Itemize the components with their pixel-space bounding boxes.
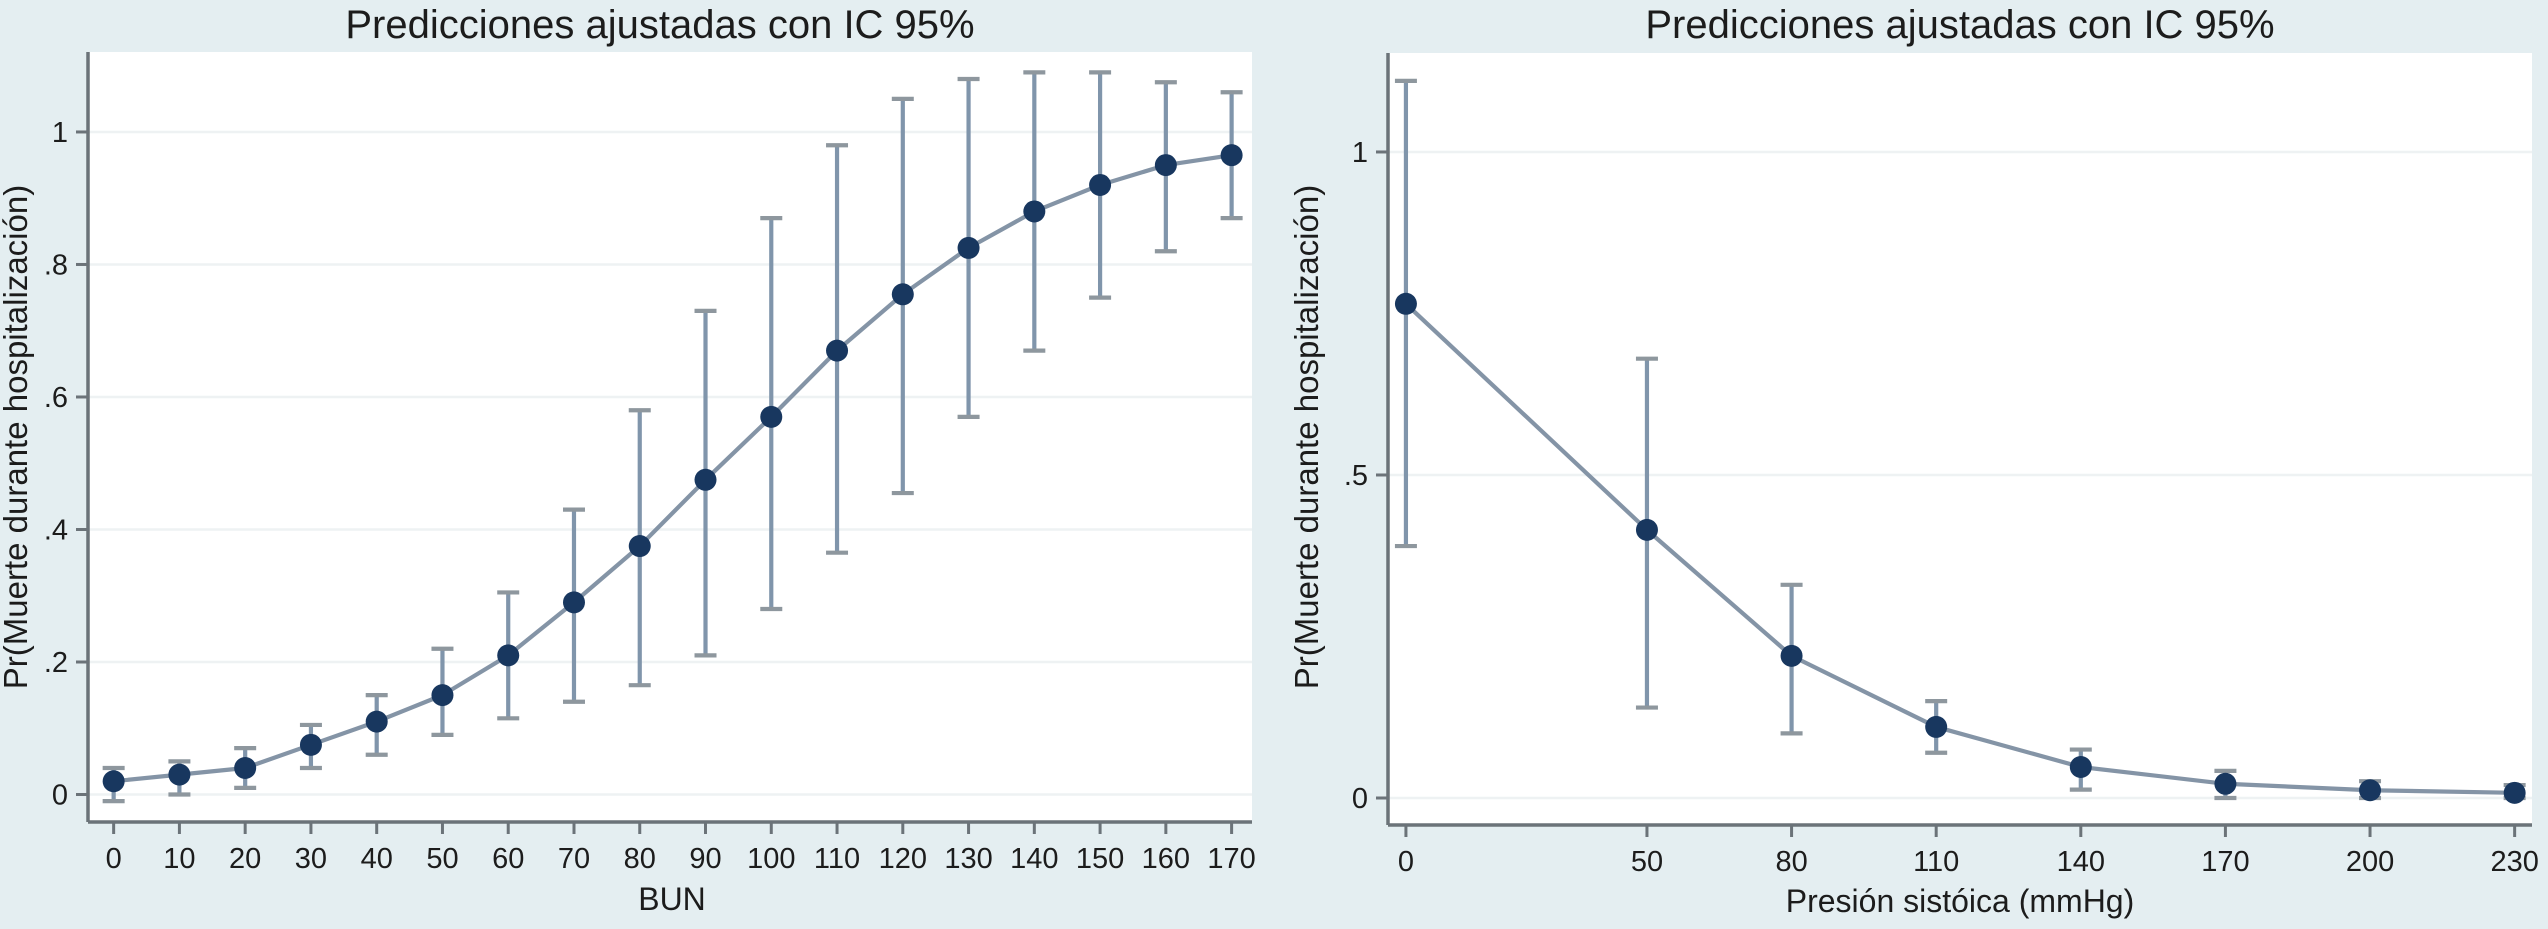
- y-tick-label: 1: [1352, 137, 1368, 169]
- x-tick-label: 80: [624, 843, 656, 875]
- x-axis-label: BUN: [638, 881, 706, 917]
- plot-area: [88, 52, 1252, 822]
- x-axis-label: Presión sistóica (mmHg): [1786, 883, 2135, 919]
- data-point: [1394, 292, 1417, 315]
- tick-labels: 0 50 80 110 140 170 200 230 0 .5 1: [1344, 137, 2539, 878]
- x-tick-label: 230: [2490, 846, 2538, 878]
- data-point: [760, 405, 783, 428]
- data-point: [168, 763, 191, 786]
- data-point: [826, 339, 849, 362]
- x-tick-label: 10: [163, 843, 195, 875]
- gridlines: [88, 130, 1252, 796]
- x-tick-label: 160: [1142, 843, 1190, 875]
- data-point: [1154, 154, 1177, 177]
- x-tick-label: 0: [106, 843, 122, 875]
- markers: [102, 144, 1243, 793]
- data-point: [234, 757, 257, 780]
- data-point: [2214, 772, 2237, 795]
- x-tick-label: 50: [1631, 846, 1663, 878]
- x-tick-label: 110: [814, 843, 860, 875]
- markers: [1394, 292, 2526, 804]
- data-point: [694, 468, 717, 491]
- y-tick-label: 1: [52, 117, 68, 149]
- data-point: [891, 283, 914, 306]
- data-point: [2503, 781, 2526, 804]
- x-tick-label: 70: [558, 843, 590, 875]
- x-tick-label: 30: [295, 843, 327, 875]
- y-axis-label: Pr(Muerte durante hospitalización): [1288, 185, 1325, 689]
- right-chart: 0 50 80 110 140 170 200 230 0 .5 1 Predicciones aj…: [1288, 3, 2539, 919]
- y-tick-label: .2: [44, 647, 68, 679]
- data-point: [299, 733, 322, 756]
- data-point: [1023, 200, 1046, 223]
- y-tick-label: .5: [1344, 460, 1368, 492]
- plot-layer: 0 10 20 30 40 50 60 70 80 90 100 110 120 130 140 150 160…: [44, 52, 1256, 875]
- tick-marks: [1376, 150, 2517, 837]
- tick-marks: [76, 130, 1234, 834]
- y-tick-label: 0: [1352, 783, 1368, 815]
- data-point: [431, 684, 454, 707]
- x-tick-label: 200: [2346, 846, 2394, 878]
- data-point: [102, 770, 125, 793]
- x-tick-label: 130: [944, 843, 992, 875]
- prediction-line: [1404, 302, 2515, 795]
- plot-layer: 0 50 80 110 140 170 200 230 0 .5 1: [1344, 53, 2539, 878]
- x-tick-label: 120: [879, 843, 927, 875]
- x-tick-label: 90: [689, 843, 721, 875]
- y-tick-label: 0: [52, 780, 68, 812]
- data-point: [1089, 173, 1112, 196]
- x-tick-label: 50: [426, 843, 458, 875]
- x-tick-label: 140: [2057, 846, 2105, 878]
- data-point: [365, 710, 388, 733]
- x-tick-label: 170: [1207, 843, 1255, 875]
- x-tick-label: 100: [747, 843, 795, 875]
- data-point: [628, 535, 651, 558]
- prediction-line: [113, 153, 1232, 784]
- data-point: [1220, 144, 1243, 167]
- x-tick-label: 0: [1398, 846, 1414, 878]
- x-tick-label: 20: [229, 843, 261, 875]
- tick-labels: 0 10 20 30 40 50 60 70 80 90 100 110 120 130 140 150 160…: [44, 117, 1256, 875]
- y-tick-label: .4: [44, 514, 68, 546]
- y-tick-label: .6: [44, 382, 68, 414]
- chart-title: Predicciones ajustadas con IC 95%: [1645, 3, 2274, 47]
- x-tick-label: 80: [1775, 846, 1807, 878]
- plot-area: [1388, 53, 2532, 825]
- data-point: [1780, 644, 1803, 667]
- data-point: [497, 644, 520, 667]
- data-point: [1635, 518, 1658, 541]
- y-tick-label: .8: [44, 249, 68, 281]
- gridlines: [1388, 150, 2532, 800]
- data-point: [2069, 755, 2092, 778]
- x-tick-label: 140: [1010, 843, 1058, 875]
- x-tick-label: 60: [492, 843, 524, 875]
- data-point: [2359, 779, 2382, 802]
- axes: [1386, 53, 2532, 827]
- chart-title: Predicciones ajustadas con IC 95%: [345, 3, 974, 47]
- data-point: [1925, 715, 1948, 738]
- x-tick-label: 170: [2201, 846, 2249, 878]
- y-axis-label: Pr(Muerte durante hospitalización): [0, 185, 34, 689]
- x-tick-label: 150: [1076, 843, 1124, 875]
- x-tick-label: 110: [1913, 846, 1959, 878]
- data-point: [957, 236, 980, 259]
- axes: [86, 52, 1252, 824]
- data-point: [562, 591, 585, 614]
- x-tick-label: 40: [361, 843, 393, 875]
- left-chart: 0 10 20 30 40 50 60 70 80 90 100 110 120 130 140 150 160…: [0, 3, 1256, 917]
